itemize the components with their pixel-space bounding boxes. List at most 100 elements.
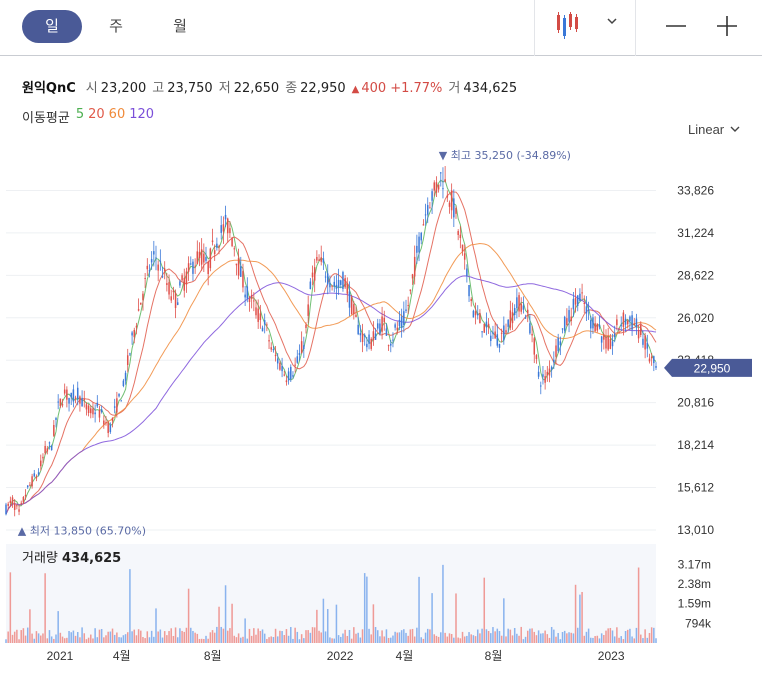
volume-bar: [472, 635, 475, 643]
volume-bar: [631, 636, 633, 643]
volume-bar: [116, 632, 118, 643]
candle-body: [146, 265, 149, 270]
volume-bar: [242, 636, 244, 643]
candle-body: [429, 207, 431, 209]
candle-body: [85, 404, 88, 410]
volume-bar: [179, 628, 181, 643]
toolbar-divider: [534, 0, 535, 56]
candle-body: [590, 320, 592, 329]
volume-bar: [133, 629, 136, 643]
candle-body: [316, 256, 318, 261]
volume-bar: [522, 639, 525, 643]
candle-body: [342, 272, 344, 289]
candle-body: [463, 253, 466, 260]
volume-title: 거래량 434,625: [22, 551, 121, 566]
volume-bar: [650, 627, 653, 643]
volume-bar: [363, 573, 366, 643]
candle-body: [526, 309, 529, 314]
candle-body: [192, 261, 194, 274]
candle-body: [68, 397, 70, 404]
candle-body: [66, 389, 68, 400]
ma-5-label: 5: [75, 107, 85, 122]
candle-body: [622, 312, 625, 327]
candle-body: [540, 385, 542, 387]
candle-body: [250, 295, 253, 299]
candle-body: [81, 397, 83, 407]
candle-body: [163, 268, 166, 272]
volume-bar: [211, 630, 214, 643]
chevron-down-icon: [607, 18, 617, 25]
volume-bar: [622, 639, 625, 643]
tab-monthly[interactable]: 월: [173, 17, 187, 35]
candle-body: [55, 418, 57, 420]
volume-bar: [485, 629, 488, 643]
volume-bar: [418, 576, 420, 643]
volume-bar: [142, 637, 144, 643]
scale-dropdown[interactable]: Linear: [688, 122, 740, 137]
volume-bar: [263, 633, 266, 643]
volume-bar: [542, 633, 544, 643]
candle-body: [629, 316, 631, 322]
candle-body: [574, 297, 577, 305]
candle-body: [318, 259, 320, 261]
candle-body: [631, 315, 633, 330]
candle-body: [172, 290, 175, 293]
volume-bar: [426, 628, 429, 643]
volume-bar: [146, 631, 149, 643]
volume-bar: [274, 628, 277, 643]
candle-body: [507, 319, 509, 327]
chart-type-button[interactable]: [548, 8, 630, 44]
candle-body: [353, 304, 355, 314]
volume-bar: [500, 635, 503, 643]
open-value: 23,200: [100, 81, 147, 96]
candle-body: [237, 257, 240, 276]
volume-bar: [433, 634, 436, 643]
candle-body: [576, 295, 579, 306]
volume-bar: [379, 636, 381, 643]
volume-bar: [394, 631, 396, 643]
volume-tick-label: 1.59m: [678, 597, 711, 611]
change-value: 400: [361, 81, 387, 96]
candle-body: [370, 338, 372, 349]
volume-bar: [531, 628, 533, 643]
ohlc-info: 원익QnC 시 23,200 고 23,750 저 22,650 종 22,95…: [22, 77, 523, 96]
volume-bar: [476, 629, 479, 643]
volume-bar: [279, 630, 281, 643]
volume-bar: [570, 632, 572, 643]
volume-bar: [294, 627, 296, 643]
ma-120-label: 120: [129, 107, 155, 122]
time-tick-label: 4월: [113, 649, 131, 663]
candle-body: [616, 319, 618, 326]
candle-body: [229, 228, 231, 234]
candle-body: [640, 325, 642, 335]
candle-body: [637, 329, 640, 339]
volume-bar: [85, 639, 88, 643]
volume-bar: [298, 639, 301, 643]
zoom-in-button[interactable]: [709, 10, 745, 42]
zoom-out-button[interactable]: [658, 10, 694, 42]
volume-bar: [429, 629, 431, 643]
volume-bar: [190, 627, 192, 643]
candle-body: [226, 218, 229, 234]
tab-weekly[interactable]: 주: [109, 17, 123, 35]
volume-bar: [442, 564, 444, 643]
volume-bar: [92, 638, 94, 643]
candle-body: [70, 392, 72, 398]
candle-body: [259, 313, 262, 321]
volume-bar: [537, 630, 540, 643]
volume-label: 거: [448, 81, 461, 96]
annotations: ▼ 최고 35,250 (-34.89%) ▲ 최저 13,850 (65.70%…: [18, 149, 571, 537]
candle-body: [626, 320, 629, 325]
volume-bar: [7, 631, 9, 643]
tab-daily[interactable]: 일: [22, 10, 82, 43]
candle-body: [61, 404, 64, 406]
volume-bar: [624, 630, 627, 643]
candle-body: [140, 302, 142, 305]
candle-body: [587, 309, 590, 311]
candle-body: [340, 280, 342, 285]
candle-body: [305, 324, 307, 329]
candle-body: [131, 332, 133, 336]
volume-bar: [235, 637, 238, 643]
volume-bar: [413, 636, 416, 643]
